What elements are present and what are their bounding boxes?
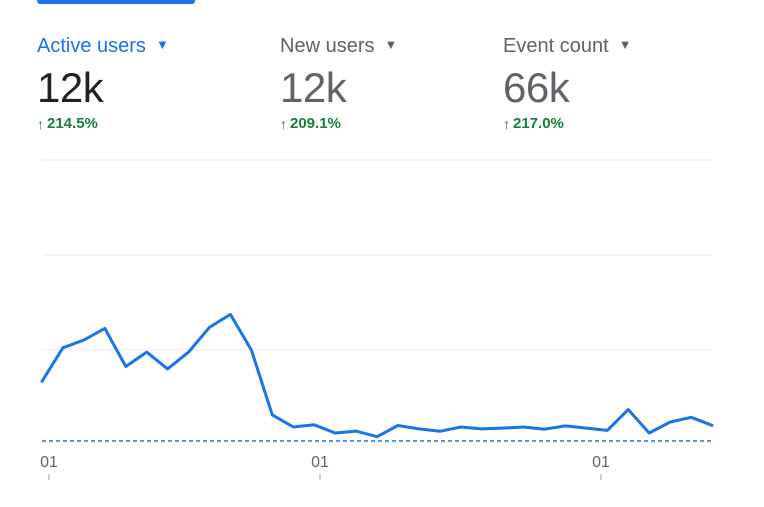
data-point[interactable] xyxy=(39,378,45,384)
data-point[interactable] xyxy=(227,311,233,317)
x-tick-label: 01 xyxy=(40,454,58,471)
arrow-up-icon: ↑ xyxy=(37,116,44,132)
metric-change-value: 209.1% xyxy=(290,115,341,132)
data-point[interactable] xyxy=(667,419,673,425)
metric-selector-active-users[interactable]: Active users ▼ xyxy=(37,34,257,58)
data-point[interactable] xyxy=(60,345,66,351)
data-point[interactable] xyxy=(186,349,192,355)
data-point[interactable] xyxy=(562,423,568,429)
metric-change: ↑ 209.1% xyxy=(280,115,500,133)
metric-label: Event count xyxy=(503,35,609,57)
data-point[interactable] xyxy=(542,426,548,432)
data-point[interactable] xyxy=(416,426,422,432)
data-point[interactable] xyxy=(81,337,87,343)
data-point[interactable] xyxy=(311,422,317,428)
arrow-up-icon: ↑ xyxy=(503,116,510,132)
metric-value: 12k xyxy=(280,64,347,111)
data-point[interactable] xyxy=(458,424,464,430)
metric-card-active-users[interactable]: Active users ▼ 12k ↑ 214.5% xyxy=(37,34,257,133)
data-point[interactable] xyxy=(437,428,443,434)
data-point[interactable] xyxy=(604,427,610,433)
data-point[interactable] xyxy=(479,426,485,432)
caret-down-icon[interactable]: ▼ xyxy=(618,37,632,52)
chart-series[interactable] xyxy=(39,311,715,439)
metric-change-value: 214.5% xyxy=(47,115,98,132)
active-users-line-chart[interactable]: 01 01 01 xyxy=(0,150,764,507)
data-point[interactable] xyxy=(123,364,129,370)
data-point[interactable] xyxy=(646,430,652,436)
metric-selector-new-users[interactable]: New users ▼ xyxy=(280,34,500,58)
caret-down-icon[interactable]: ▼ xyxy=(384,37,398,52)
data-point[interactable] xyxy=(688,414,694,420)
data-point[interactable] xyxy=(165,366,171,372)
data-point[interactable] xyxy=(521,424,527,430)
metric-value: 66k xyxy=(503,64,570,111)
data-point[interactable] xyxy=(102,325,108,331)
data-point[interactable] xyxy=(144,349,150,355)
metric-change: ↑ 217.0% xyxy=(503,115,723,133)
x-tick-label: 01 xyxy=(592,454,610,471)
selected-tab-indicator xyxy=(37,0,195,4)
data-point[interactable] xyxy=(625,407,631,413)
data-point[interactable] xyxy=(709,422,715,428)
data-point[interactable] xyxy=(353,428,359,434)
metric-change-value: 217.0% xyxy=(513,115,564,132)
data-point[interactable] xyxy=(290,424,296,430)
data-point[interactable] xyxy=(248,347,254,353)
data-point[interactable] xyxy=(500,425,506,431)
arrow-up-icon: ↑ xyxy=(280,116,287,132)
caret-down-icon[interactable]: ▼ xyxy=(155,37,169,52)
data-point[interactable] xyxy=(374,434,380,440)
data-point[interactable] xyxy=(583,425,589,431)
x-tick-label: 01 xyxy=(311,454,329,471)
metric-label: Active users xyxy=(37,35,146,57)
data-point[interactable] xyxy=(269,412,275,418)
metric-value: 12k xyxy=(37,64,104,111)
x-axis-ticks: 01 01 01 xyxy=(40,454,610,480)
metric-card-event-count[interactable]: Event count ▼ 66k ↑ 217.0% xyxy=(503,34,723,133)
data-point[interactable] xyxy=(332,430,338,436)
chart-grid xyxy=(42,159,712,351)
data-point[interactable] xyxy=(395,423,401,429)
metric-change: ↑ 214.5% xyxy=(37,115,257,133)
data-point[interactable] xyxy=(207,324,213,330)
series-line-active-users[interactable] xyxy=(40,312,714,439)
metric-label: New users xyxy=(280,35,375,57)
metric-selector-event-count[interactable]: Event count ▼ xyxy=(503,34,723,58)
metric-card-new-users[interactable]: New users ▼ 12k ↑ 209.1% xyxy=(280,34,500,133)
